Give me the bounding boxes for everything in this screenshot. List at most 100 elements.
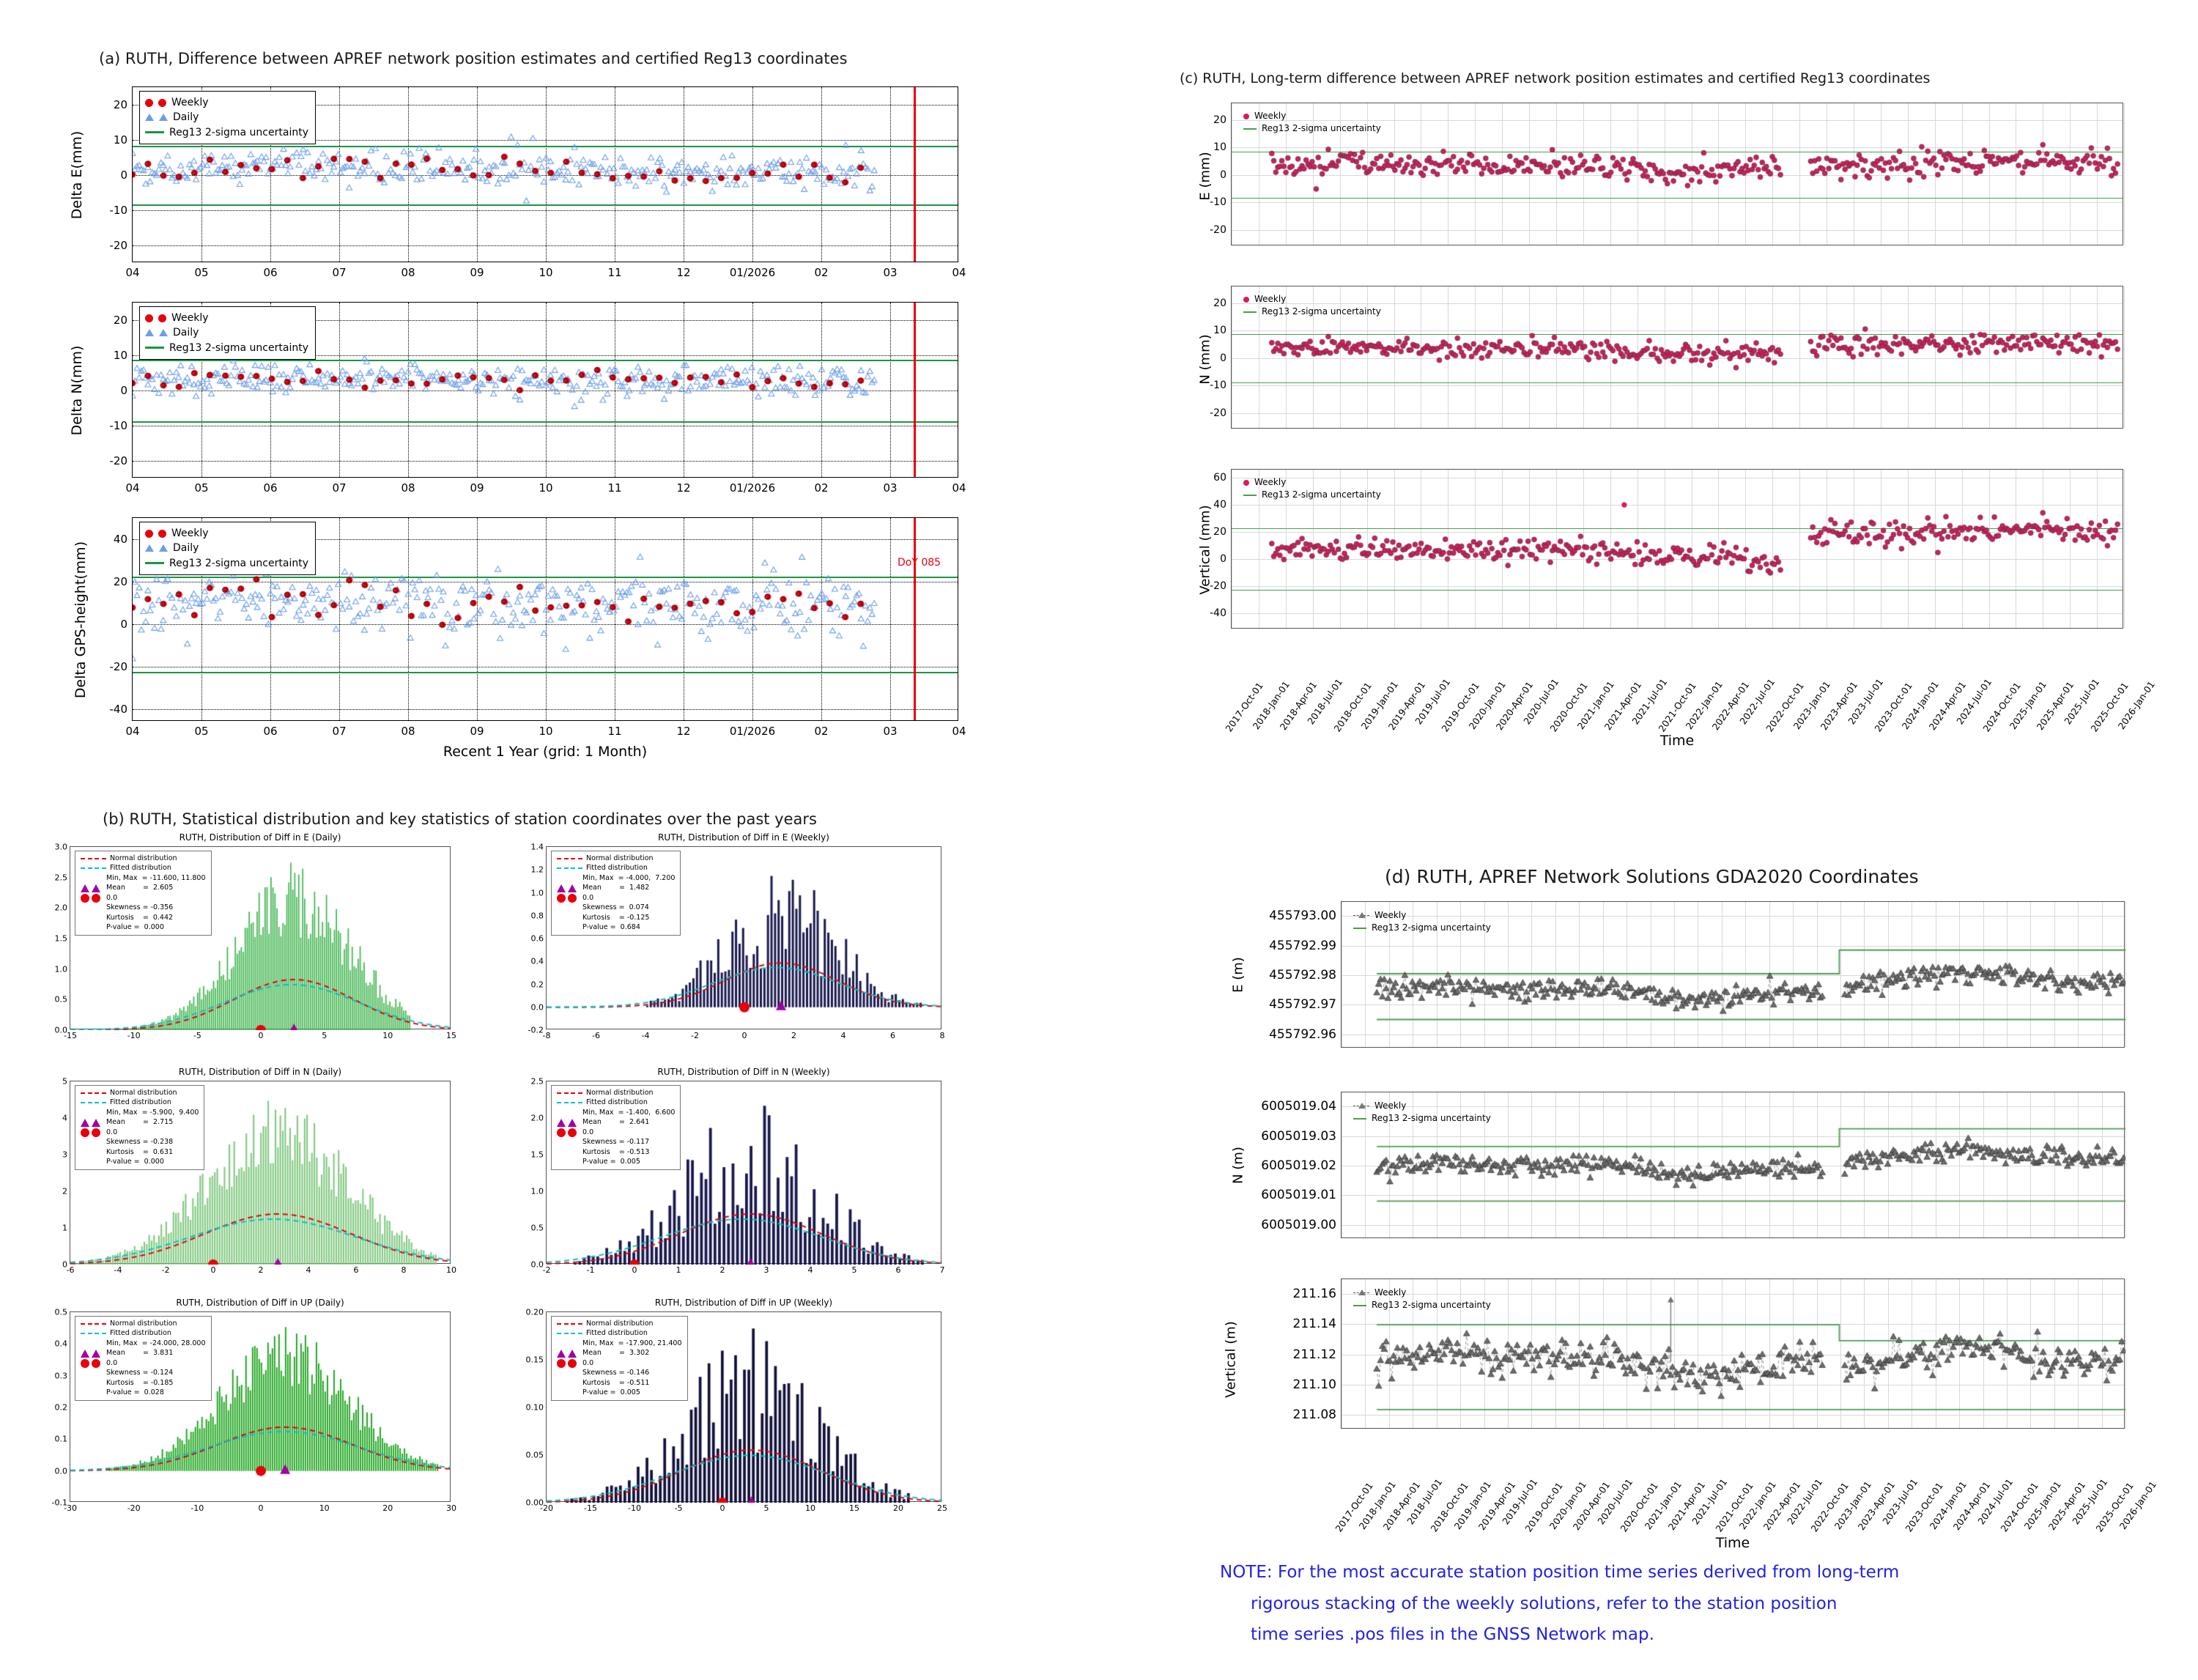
stat-text: Mean = 3.831 xyxy=(106,1349,174,1358)
y-tick-label: 0.4 xyxy=(530,956,544,966)
legend-entry-sigma: Reg13 2-sigma uncertainty xyxy=(1353,922,1491,934)
gray-triangle-dashed-icon xyxy=(1353,912,1369,919)
x-tick-label: 10 xyxy=(539,266,553,279)
stat-marker-glyph xyxy=(557,857,582,859)
y-tick-label: -10 xyxy=(109,419,128,432)
x-tick-label: 15 xyxy=(849,1503,859,1513)
stat-marker-glyph xyxy=(81,1349,103,1358)
x-tick-label: 6 xyxy=(895,1265,901,1275)
y-tick-label: 3.0 xyxy=(54,842,68,852)
x-tick-label: 10 xyxy=(382,1031,393,1040)
stat-marker-glyph xyxy=(81,1102,106,1104)
x-tick-label: 06 xyxy=(263,725,278,738)
x-tick-label: 03 xyxy=(883,266,898,279)
panel-d-title: (d) RUTH, APREF Network Solutions GDA202… xyxy=(1385,866,1919,887)
y-tick-label: 6005019.00 xyxy=(1261,1217,1336,1232)
x-tick-label: 08 xyxy=(401,266,415,279)
x-tick-label: 11 xyxy=(607,266,622,279)
y-tick-label: -20 xyxy=(1210,580,1226,592)
y-tick-label: 0 xyxy=(120,617,127,631)
y-tick-label: 0.10 xyxy=(525,1402,544,1413)
panel-a-ylabel-0: Delta E(mm) xyxy=(69,130,85,220)
x-tick-label: 7 xyxy=(939,1265,945,1275)
legend-entry-weekly: Weekly xyxy=(145,311,308,325)
histogram-axes: -6 -4 -2 0 2 4 6 8 10 0 1 2 3 4 5 Normal distribution Fi… xyxy=(62,1077,456,1276)
stat-text: Normal distribution xyxy=(110,1320,177,1328)
stat-text: 0.0 xyxy=(582,1358,594,1367)
x-tick-label: 2 xyxy=(258,1265,264,1275)
stat-mean: Mean = 2.605 xyxy=(81,883,206,892)
stat-kurtosis: Kurtosis = 0.631 xyxy=(81,1147,199,1157)
stat-text: Min, Max = -17.900, 21.400 xyxy=(582,1339,682,1347)
x-tick-label: 08 xyxy=(401,481,415,495)
stat-text: Skewness = -0.356 xyxy=(106,903,174,912)
x-tick-label: -1 xyxy=(586,1265,595,1275)
stat-text: Normal distribution xyxy=(110,854,177,862)
panel-c-subplot-e: -20 -10 0 10 20 xyxy=(1210,103,2125,246)
x-tick-label: 4 xyxy=(807,1265,813,1275)
y-tick-label: 455792.96 xyxy=(1269,1026,1336,1042)
stat-skewness: Skewness = -0.124 xyxy=(81,1368,206,1377)
x-tick-label: 06 xyxy=(263,266,278,279)
y-tick-label: 3 xyxy=(62,1150,67,1160)
panel-c-title: (c) RUTH, Long-term difference between A… xyxy=(1180,70,1931,86)
legend-entry-weekly: Weekly xyxy=(1353,1100,1491,1112)
panel-a-xlabel: Recent 1 Year (grid: 1 Month) xyxy=(443,744,648,760)
panel-c-legend-1: Weekly Reg13 2-sigma uncertainty xyxy=(1238,289,1388,322)
stat-text: Fitted distribution xyxy=(586,1329,648,1338)
stat-text: 0.0 xyxy=(106,1128,118,1136)
stat-text: Kurtosis = -0.513 xyxy=(582,1147,650,1156)
x-tick-label: -2 xyxy=(161,1265,170,1275)
stat-minmax: Min, Max = -4.000, 7.200 xyxy=(557,873,675,883)
x-tick-label: 09 xyxy=(470,266,484,279)
histogram-panel: RUTH, Distribution of Diff in E (Daily) -… xyxy=(55,832,457,1040)
stat-text: Skewness = 0.074 xyxy=(582,903,649,912)
stat-normal-distribution: Normal distribution xyxy=(557,1088,675,1098)
y-tick-label: 1.0 xyxy=(54,964,68,974)
x-tick-label: -5 xyxy=(674,1503,683,1513)
plot-data-layer xyxy=(1232,103,2124,246)
panel-d: (d) RUTH, APREF Network Solutions GDA202… xyxy=(1099,850,2198,1583)
stat-marker-glyph xyxy=(557,1092,582,1094)
stat-skewness: Skewness = -0.238 xyxy=(81,1137,199,1147)
y-tick-label: 211.12 xyxy=(1292,1347,1336,1362)
panel-c-subplot-n: -20 -10 0 10 20 xyxy=(1210,286,2125,429)
y-tick-label: -20 xyxy=(109,239,128,252)
x-tick-label: 04 xyxy=(125,266,140,279)
y-tick-label: -40 xyxy=(109,702,128,716)
stat-text: Min, Max = -5.900, 9.400 xyxy=(106,1108,199,1117)
stat-marker-glyph xyxy=(81,1322,106,1325)
x-tick-label: 8 xyxy=(939,1031,945,1040)
stat-marker-glyph xyxy=(81,893,103,903)
panel-d-xlabel: Time xyxy=(1715,1535,1750,1551)
y-tick-label: 455792.98 xyxy=(1269,968,1336,983)
note-block: NOTE: For the most accurate station posi… xyxy=(1220,1557,1899,1651)
legend-entry-weekly: Weekly xyxy=(1243,293,1381,306)
y-tick-label: 20 xyxy=(113,574,127,588)
x-tick-label: -10 xyxy=(190,1503,204,1513)
y-tick-label: 0.00 xyxy=(525,1498,544,1508)
stat-text: P-value = 0.684 xyxy=(582,923,640,932)
histogram-stats-box: Normal distribution Fitted distribution Mi… xyxy=(75,1085,205,1170)
x-tick-label: -20 xyxy=(127,1503,141,1513)
y-tick-label: 1.4 xyxy=(530,842,544,852)
stat-text: 0.0 xyxy=(106,1358,118,1367)
x-tick-label: -15 xyxy=(64,1031,77,1040)
panel-d-subplot-n: 6005019.04 6005019.03 6005019.02 6005019.01… xyxy=(1261,1092,2126,1239)
x-tick-label: -6 xyxy=(592,1031,600,1040)
y-tick-label: 5 xyxy=(62,1076,67,1087)
histogram-axes: -20 -15 -10 -5 0 5 10 15 20 25 0.00 0.05 0.10 0.15 0.2… xyxy=(526,1308,948,1514)
x-tick-label: 09 xyxy=(470,725,484,738)
y-tick-label: 40 xyxy=(1213,499,1226,511)
gray-triangle-dashed-icon xyxy=(1353,1289,1369,1296)
stat-text: Mean = 2.605 xyxy=(106,884,174,892)
x-tick-label: -2 xyxy=(691,1031,699,1040)
x-tick-label: 12 xyxy=(676,481,691,495)
panel-c: (c) RUTH, Long-term difference between A… xyxy=(1099,0,2198,777)
stat-kurtosis: Kurtosis = -0.125 xyxy=(557,913,675,922)
x-tick-label: 07 xyxy=(332,266,347,279)
panel-a-legend-2: Weekly Daily Reg13 2-sigma uncertainty xyxy=(139,522,316,575)
stat-zero: 0.0 xyxy=(81,893,206,903)
stat-normal-distribution: Normal distribution xyxy=(81,1319,206,1328)
stat-mean: Mean = 2.715 xyxy=(81,1117,199,1127)
